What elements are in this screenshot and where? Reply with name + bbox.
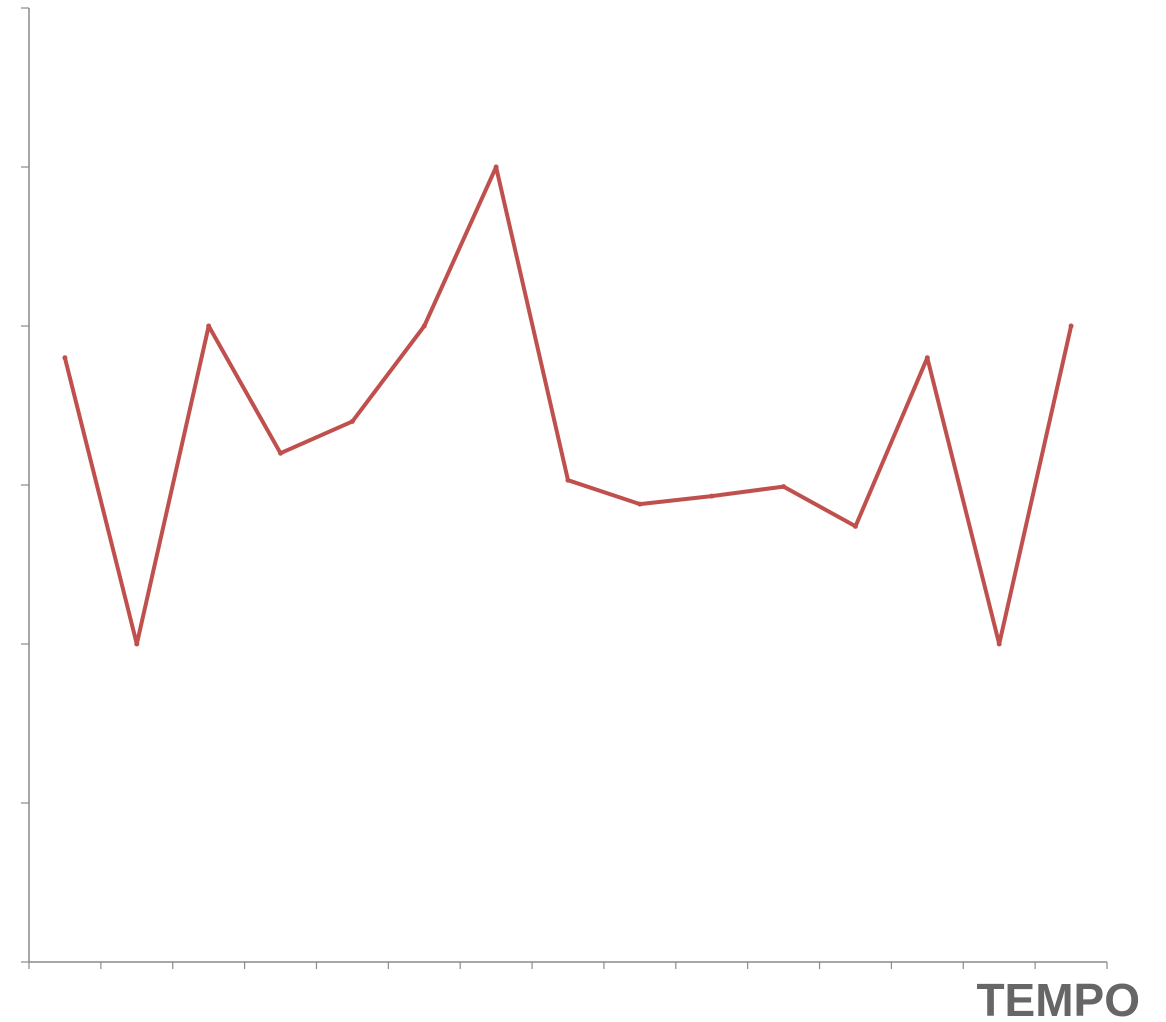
data-point: [1068, 323, 1074, 329]
data-point: [924, 355, 930, 361]
data-point: [709, 493, 715, 499]
y-axis-ticks: [21, 7, 29, 963]
data-point: [637, 501, 643, 507]
data-point: [421, 323, 427, 329]
x-axis-ticks: [28, 962, 1108, 969]
series-line-0: [62, 165, 1074, 646]
data-point: [278, 450, 284, 456]
data-point: [781, 484, 787, 490]
data-point: [996, 641, 1002, 647]
data-point: [62, 355, 68, 361]
data-point: [852, 523, 858, 529]
x-axis-label: TEMPO: [976, 974, 1140, 1022]
data-point: [134, 641, 140, 647]
series-layer: [62, 164, 1074, 647]
data-point: [349, 418, 355, 424]
data-point: [493, 164, 499, 170]
data-point: [565, 477, 571, 483]
data-point: [206, 323, 212, 329]
